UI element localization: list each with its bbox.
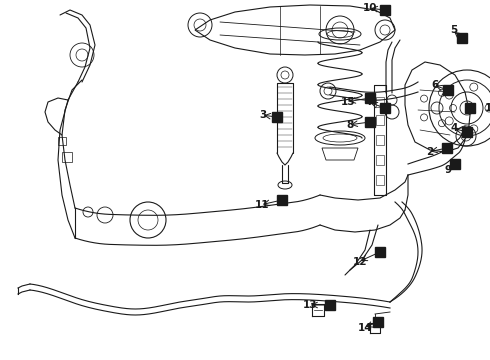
Bar (380, 103, 390, 113)
Text: 5: 5 (450, 25, 458, 35)
Text: 13: 13 (303, 300, 317, 310)
Text: 15: 15 (341, 97, 355, 107)
Text: 10: 10 (363, 3, 377, 13)
Text: 3: 3 (259, 110, 267, 120)
Bar (450, 159, 460, 169)
Text: 9: 9 (444, 165, 452, 175)
Bar (443, 85, 453, 95)
Text: 14: 14 (358, 323, 372, 333)
Bar (457, 33, 467, 43)
Bar (462, 127, 472, 137)
Text: 11: 11 (255, 200, 269, 210)
Bar (365, 117, 375, 127)
Text: 1: 1 (485, 103, 490, 113)
Text: 7: 7 (367, 97, 374, 107)
Bar (325, 300, 335, 310)
Text: 2: 2 (426, 147, 434, 157)
Bar (272, 112, 282, 122)
Bar (380, 5, 390, 15)
Text: 12: 12 (353, 257, 367, 267)
Bar (277, 195, 287, 205)
Bar (442, 143, 452, 153)
Text: 8: 8 (346, 120, 354, 130)
Bar (375, 247, 385, 257)
Text: 6: 6 (431, 80, 439, 90)
Bar (365, 93, 375, 103)
Text: 4: 4 (450, 123, 458, 133)
Bar (373, 317, 383, 327)
Bar (465, 103, 475, 113)
